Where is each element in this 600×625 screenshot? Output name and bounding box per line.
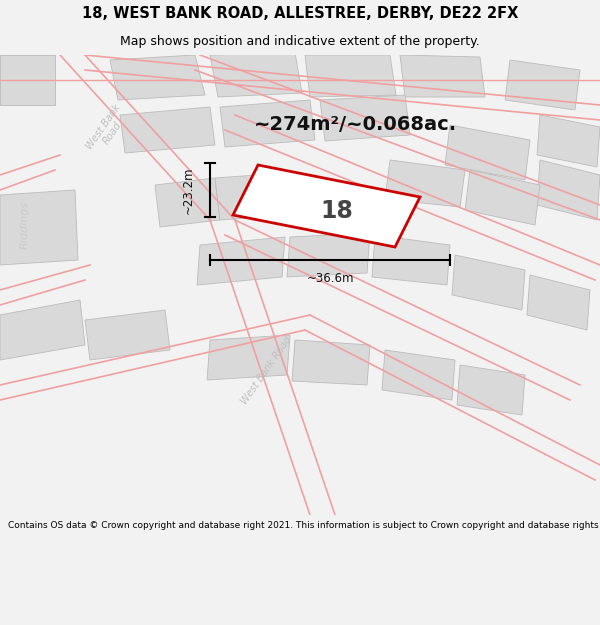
Polygon shape (305, 55, 396, 97)
Polygon shape (155, 178, 220, 227)
Polygon shape (457, 365, 525, 415)
Text: West Bank Road: West Bank Road (240, 334, 294, 406)
Polygon shape (0, 300, 85, 360)
Text: Map shows position and indicative extent of the property.: Map shows position and indicative extent… (120, 35, 480, 48)
Polygon shape (372, 235, 450, 285)
Polygon shape (537, 115, 600, 167)
Polygon shape (537, 160, 600, 220)
Polygon shape (320, 95, 410, 141)
Polygon shape (527, 275, 590, 330)
Polygon shape (215, 173, 290, 220)
Text: West Bank
Road: West Bank Road (84, 102, 132, 158)
Polygon shape (445, 125, 530, 180)
Text: Contains OS data © Crown copyright and database right 2021. This information is : Contains OS data © Crown copyright and d… (8, 521, 600, 529)
Text: 18: 18 (320, 199, 353, 223)
Text: ~23.2m: ~23.2m (182, 166, 194, 214)
Text: Riddings: Riddings (20, 201, 30, 249)
Polygon shape (220, 100, 315, 147)
Polygon shape (85, 310, 170, 360)
Polygon shape (400, 55, 485, 97)
Polygon shape (465, 170, 540, 225)
Polygon shape (197, 237, 285, 285)
Polygon shape (385, 160, 465, 207)
Polygon shape (452, 255, 525, 310)
Polygon shape (287, 233, 370, 277)
Polygon shape (120, 107, 215, 153)
Polygon shape (233, 165, 420, 247)
Polygon shape (0, 190, 78, 265)
Polygon shape (207, 335, 290, 380)
Text: ~36.6m: ~36.6m (306, 271, 354, 284)
Polygon shape (0, 55, 55, 105)
Polygon shape (210, 53, 302, 97)
Text: 18, WEST BANK ROAD, ALLESTREE, DERBY, DE22 2FX: 18, WEST BANK ROAD, ALLESTREE, DERBY, DE… (82, 6, 518, 21)
Polygon shape (505, 60, 580, 110)
Polygon shape (292, 340, 370, 385)
Polygon shape (110, 55, 205, 100)
Polygon shape (382, 350, 455, 400)
Text: ~274m²/~0.068ac.: ~274m²/~0.068ac. (253, 116, 457, 134)
